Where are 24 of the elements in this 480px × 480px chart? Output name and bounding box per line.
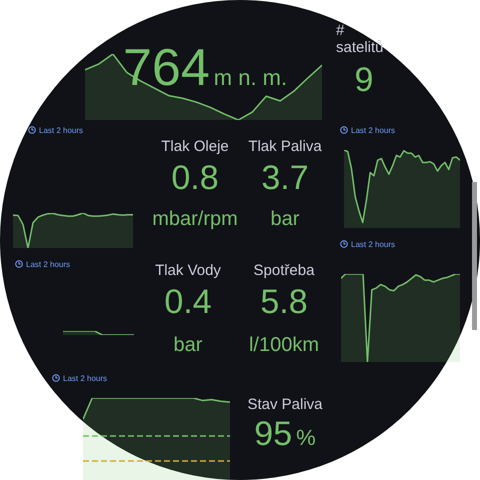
- chart-subtitle: Last 2 hours: [351, 240, 396, 249]
- text: 0.8: [171, 159, 219, 197]
- text: Tlak Paliva: [247, 138, 323, 156]
- text: Tlak Oleje: [160, 138, 230, 156]
- text: bar: [270, 208, 300, 230]
- annotation: 764: [123, 39, 210, 97]
- text: l/100km: [248, 334, 320, 357]
- text: bar: [172, 334, 204, 357]
- text: 9: [354, 61, 374, 99]
- chart-subtitle: Last 2 hours: [351, 126, 396, 135]
- text: 0.4: [164, 283, 212, 321]
- text: 5.8: [260, 283, 308, 321]
- text: # satelitů: [336, 22, 385, 56]
- chart-subtitle: Last 2 hours: [26, 260, 70, 269]
- text: Tlak Vody: [154, 262, 222, 280]
- text: mbar/rpm: [151, 208, 239, 231]
- text: 3.7: [261, 159, 309, 197]
- text: Stav Paliva: [246, 396, 324, 414]
- annotation: m n. m.: [214, 65, 288, 90]
- chart-subtitle: Last 2 hours: [63, 374, 108, 383]
- text: %: [296, 425, 316, 450]
- text: Spotřeba: [252, 262, 316, 280]
- chart-subtitle: Last 2 hours: [39, 126, 84, 135]
- text: 95: [254, 415, 292, 453]
